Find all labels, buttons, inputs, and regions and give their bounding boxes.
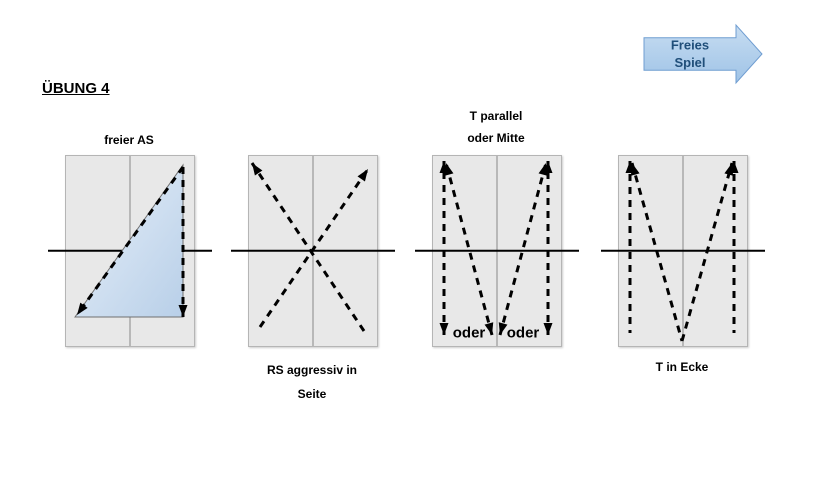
court-net-line	[415, 250, 579, 252]
court	[618, 155, 748, 347]
panel-label-top: T parallel	[470, 109, 523, 123]
panel-label-top2: oder Mitte	[467, 131, 524, 145]
court-net-line	[48, 250, 212, 252]
panel-label-bottom: T in Ecke	[656, 360, 709, 374]
court	[65, 155, 195, 347]
panel-p4: T in Ecke	[618, 155, 746, 345]
badge-line1: Freies	[671, 37, 709, 52]
panel-p2: RS aggressiv inSeite	[248, 155, 376, 345]
badge-line2: Spiel	[674, 55, 705, 70]
court	[432, 155, 562, 347]
page-title: ÜBUNG 4	[42, 80, 110, 97]
panel-p1: freier AS	[65, 155, 193, 345]
freies-spiel-badge: Freies Spiel	[644, 25, 762, 83]
court	[248, 155, 378, 347]
oder-label-0: oder	[453, 325, 486, 342]
court-net-line	[231, 250, 395, 252]
court-net-line	[601, 250, 765, 252]
oder-label-1: oder	[507, 325, 540, 342]
panel-p3: T paralleloder Mitteoderoder	[432, 155, 560, 345]
panel-label-bottom: RS aggressiv in	[267, 363, 357, 377]
panel-label-bottom2: Seite	[298, 387, 327, 401]
panel-label-top: freier AS	[104, 133, 154, 147]
